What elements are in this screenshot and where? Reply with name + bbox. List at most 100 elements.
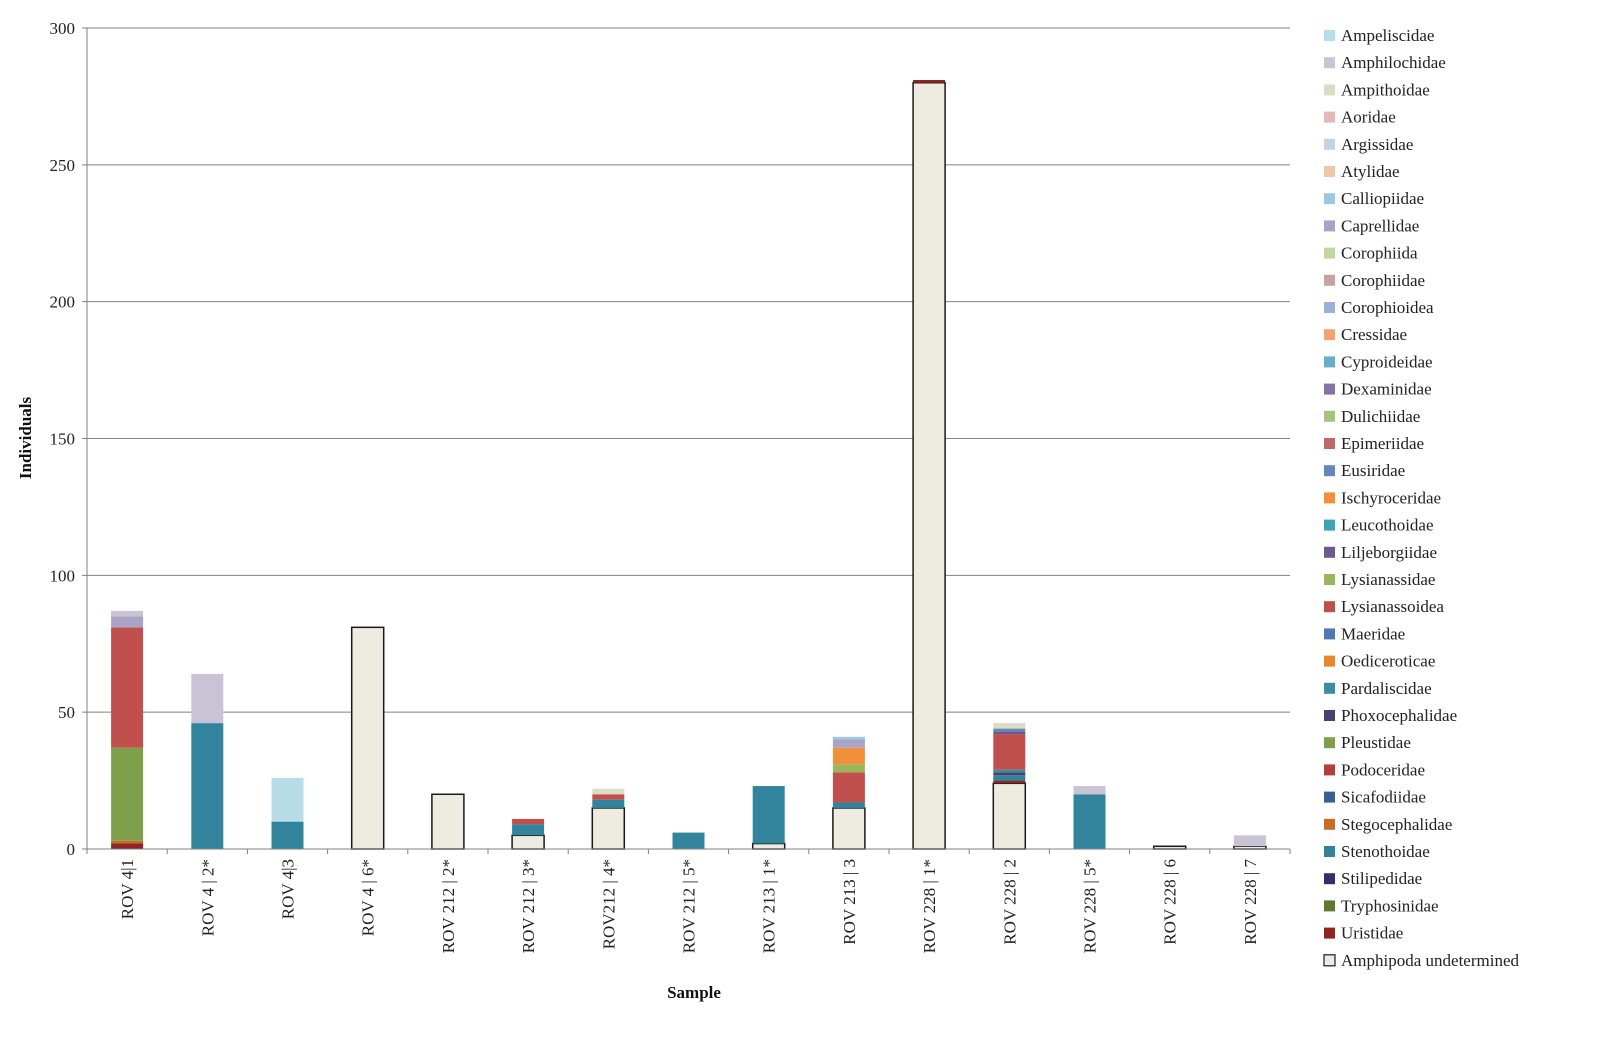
legend-label: Phoxocephalidae (1341, 706, 1457, 725)
x-tick-label: ROV 228 | 5* (1081, 859, 1100, 953)
legend-swatch (1324, 574, 1335, 585)
x-tick-label: ROV 4 | 2* (198, 859, 217, 936)
legend-label: Stilipedidae (1341, 869, 1422, 888)
legend-swatch (1324, 846, 1335, 857)
legend-label: Oediceroticae (1341, 652, 1435, 671)
bar-segment (271, 777, 304, 822)
legend-label: Dexaminidae (1341, 380, 1432, 399)
bar-segment (592, 788, 625, 795)
legend-swatch (1324, 900, 1335, 912)
bar-segment (1073, 786, 1106, 795)
bar-segment (993, 734, 1026, 770)
bar-segment (111, 610, 144, 617)
bar-segment (431, 793, 465, 850)
legend-label: Leucothoidae (1341, 516, 1434, 535)
x-axis-ticks: ROV 4|1 ROV 4 | 2* ROV 4|3 ROV 4 | 6* ROV 21… (118, 859, 1260, 954)
legend-swatch (1324, 873, 1335, 885)
bar-segment (111, 627, 144, 748)
x-tick-label: ROV 212 | 2* (439, 859, 458, 953)
legend-swatch (1324, 57, 1335, 69)
x-tick-label: ROV 228 | 7 (1241, 859, 1260, 945)
legend-swatch (1324, 247, 1335, 259)
legend-label: Ampithoidae (1341, 80, 1430, 99)
legend-label: Lysianassidae (1341, 570, 1435, 589)
bar-segment (1233, 835, 1266, 847)
legend-label: Atylidae (1341, 162, 1400, 181)
legend-label: Maeridae (1341, 624, 1405, 643)
legend-label: Ischyroceridae (1341, 488, 1441, 507)
legend-swatch (1324, 383, 1335, 395)
x-tick-label: ROV 4|3 (279, 859, 298, 919)
bar-segment (832, 764, 865, 773)
x-axis-title: Sample (667, 983, 721, 1002)
legend-swatch (1324, 737, 1335, 749)
legend-label: Amphipoda undetermined (1341, 951, 1519, 970)
legend-label: Epimeriidae (1341, 434, 1424, 453)
bar-segment (832, 802, 865, 808)
legend-label: Liljeborgiidae (1341, 543, 1437, 562)
bar-segment (591, 807, 626, 850)
y-tick-label: 250 (50, 156, 76, 175)
bar-segment (111, 747, 144, 841)
bar-segment (993, 780, 1026, 784)
legend-swatch (1323, 954, 1336, 967)
legend-swatch (1324, 492, 1335, 504)
legend-swatch (1324, 30, 1335, 41)
bar-segment (832, 772, 865, 803)
legend-label: Corophiidae (1341, 271, 1425, 290)
y-tick-label: 50 (58, 703, 75, 722)
legend-label: Tryphosinidae (1341, 896, 1439, 915)
y-tick-label: 150 (50, 430, 76, 449)
legend-swatch (1324, 138, 1335, 150)
bar-segment (350, 626, 385, 850)
legend-swatch (1324, 682, 1335, 694)
bar-segment (993, 728, 1026, 732)
legend-label: Corophiida (1341, 244, 1418, 263)
bar-segment (191, 723, 224, 849)
x-tick-label: ROV212 | 4* (599, 859, 618, 949)
bar-segment (832, 736, 865, 740)
y-axis-title: Individuals (16, 397, 35, 480)
bar-segment (191, 673, 224, 724)
gridlines (82, 27, 1290, 850)
bar-segment (993, 769, 1026, 773)
bars (111, 79, 1267, 850)
legend-label: Cyproideidae (1341, 352, 1433, 371)
legend-label: Lysianassoidea (1341, 597, 1444, 616)
legend-label: Podoceridae (1341, 760, 1425, 779)
y-tick-label: 300 (50, 19, 76, 38)
legend-swatch (1324, 220, 1335, 232)
x-tick-label: ROV 228 | 2 (1000, 859, 1019, 945)
legend-label: Caprellidae (1341, 216, 1419, 235)
legend: Ampeliscidae Amphilochidae Ampithoidae Aori… (1323, 26, 1519, 970)
legend-swatch (1324, 111, 1335, 123)
legend-label: Stenothoidae (1341, 842, 1430, 861)
bar-segment (111, 843, 144, 849)
legend-label: Sicafodiidae (1341, 788, 1426, 807)
x-tick-label: ROV 213 | 3 (840, 859, 859, 945)
legend-swatch (1324, 519, 1335, 531)
bar-segment (912, 81, 946, 850)
legend-swatch (1324, 465, 1335, 477)
y-tick-label: 200 (50, 293, 76, 312)
x-tick-label: ROV 212 | 5* (680, 859, 699, 953)
legend-swatch (1324, 193, 1335, 205)
legend-swatch (1324, 84, 1335, 96)
bar-segment (832, 739, 865, 748)
bar-segment (512, 824, 545, 836)
bar-segment (913, 79, 946, 83)
legend-label: Calliopiidae (1341, 189, 1424, 208)
legend-swatch (1324, 274, 1335, 286)
legend-swatch (1324, 601, 1335, 613)
legend-swatch (1324, 166, 1335, 177)
legend-swatch (1324, 818, 1335, 830)
legend-swatch (1324, 302, 1335, 313)
y-axis-ticks: 0 50 100 150 200 250 300 (50, 19, 76, 859)
legend-label: Pleustidae (1341, 733, 1411, 752)
bar-segment (992, 782, 1027, 850)
legend-label: Stegocephalidae (1341, 815, 1452, 834)
legend-label: Dulichiidae (1341, 407, 1420, 426)
bar-segment (1073, 794, 1106, 849)
bar-segment (993, 775, 1026, 781)
